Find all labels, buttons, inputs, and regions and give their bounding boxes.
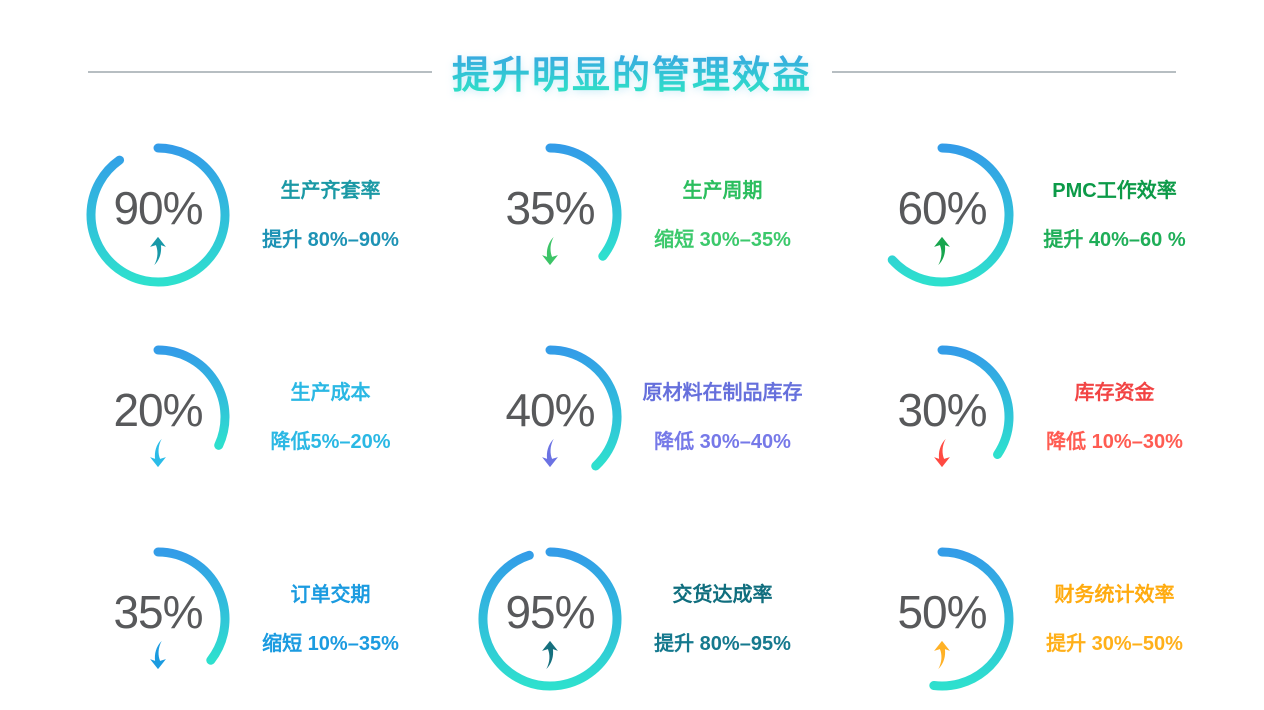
metric-label: 生产成本: [290, 381, 371, 404]
donut-center: 20%: [83, 342, 233, 492]
donut-chart: 20%: [83, 342, 233, 492]
progress-ring: [153, 345, 230, 450]
benefit-card: 35% 生产周期 缩短 30%–35%: [475, 140, 860, 290]
benefit-card: 35% 订单交期 缩短 10%–35%: [83, 544, 468, 694]
donut-chart: 60%: [867, 140, 1017, 290]
metric-range: 降低 30%–40%: [654, 430, 791, 453]
progress-ring: [545, 143, 622, 261]
metric-range: 提升 80%–95%: [654, 632, 791, 655]
metric-range: 降低 10%–30%: [1046, 430, 1183, 453]
donut-chart: 50%: [867, 544, 1017, 694]
trend-down-icon: [542, 236, 558, 265]
benefit-card: 90% 生产齐套率 提升 80%–90%: [83, 140, 468, 290]
donut-chart: 95%: [475, 544, 625, 694]
trend-up-icon: [934, 640, 950, 669]
metric-label: 财务统计效率: [1054, 583, 1175, 606]
metric-label: 原材料在制品库存: [642, 381, 803, 404]
metric-label: 生产齐套率: [280, 179, 381, 202]
donut-chart: 35%: [83, 544, 233, 694]
metric-label: 订单交期: [290, 583, 371, 606]
donut-chart: 40%: [475, 342, 625, 492]
benefit-card: 95% 交货达成率 提升 80%–95%: [475, 544, 860, 694]
progress-ring: [153, 547, 230, 665]
metric-info: 订单交期 缩短 10%–35%: [233, 584, 428, 655]
metric-info: 交货达成率 提升 80%–95%: [625, 584, 820, 655]
trend-down-icon: [150, 438, 166, 467]
metric-range: 缩短 10%–35%: [262, 632, 399, 655]
donut-center: 35%: [83, 544, 233, 694]
metric-range: 提升 80%–90%: [262, 228, 399, 251]
donut-center: 35%: [475, 140, 625, 290]
metric-info: 原材料在制品库存 降低 30%–40%: [625, 382, 820, 453]
progress-ring: [887, 143, 1014, 287]
benefit-card: 50% 财务统计效率 提升 30%–50%: [867, 544, 1252, 694]
benefit-card: 40% 原材料在制品库存 降低 30%–40%: [475, 342, 860, 492]
donut-center: 40%: [475, 342, 625, 492]
percent-value: 40%: [505, 383, 595, 436]
metric-info: 库存资金 降低 10%–30%: [1017, 382, 1212, 453]
metric-info: 财务统计效率 提升 30%–50%: [1017, 584, 1212, 655]
donut-chart: 90%: [83, 140, 233, 290]
donut-chart: 35%: [475, 140, 625, 290]
benefit-card: 30% 库存资金 降低 10%–30%: [867, 342, 1252, 492]
donut-chart: 30%: [867, 342, 1017, 492]
trend-down-icon: [542, 438, 558, 467]
trend-up-icon: [542, 640, 558, 669]
progress-ring: [86, 143, 230, 287]
progress-ring: [937, 345, 1014, 459]
trend-up-icon: [150, 236, 166, 265]
metric-label: 交货达成率: [672, 583, 773, 606]
metric-info: 生产周期 缩短 30%–35%: [625, 180, 820, 251]
percent-value: 95%: [505, 585, 595, 638]
benefit-card: 20% 生产成本 降低5%–20%: [83, 342, 468, 492]
percent-value: 30%: [897, 383, 987, 436]
metric-info: 生产齐套率 提升 80%–90%: [233, 180, 428, 251]
donut-center: 30%: [867, 342, 1017, 492]
trend-down-icon: [150, 640, 166, 669]
metric-range: 提升 40%–60 %: [1043, 228, 1186, 251]
progress-ring: [478, 547, 622, 691]
page-title: 提升明显的管理效益: [452, 44, 812, 99]
donut-center: 60%: [867, 140, 1017, 290]
donut-center: 50%: [867, 544, 1017, 694]
metric-label: 库存资金: [1074, 381, 1155, 404]
trend-up-icon: [934, 236, 950, 265]
trend-down-icon: [934, 438, 950, 467]
metric-range: 降低5%–20%: [270, 430, 391, 453]
donut-center: 90%: [83, 140, 233, 290]
metric-label: 生产周期: [682, 179, 763, 202]
percent-value: 50%: [897, 585, 987, 638]
metric-label: PMC工作效率: [1052, 179, 1177, 202]
metric-range: 提升 30%–50%: [1046, 632, 1183, 655]
donut-center: 95%: [475, 544, 625, 694]
metric-info: 生产成本 降低5%–20%: [233, 382, 428, 453]
title-row: 提升明显的管理效益: [0, 44, 1264, 99]
progress-ring: [545, 345, 622, 471]
percent-value: 35%: [113, 585, 203, 638]
metric-range: 缩短 30%–35%: [654, 228, 791, 251]
progress-ring: [929, 547, 1014, 691]
benefits-grid: 90% 生产齐套率 提升 80%–90% 35% 生产周期 缩短 30%–35%: [83, 140, 1259, 694]
divider-right: [832, 70, 1177, 73]
benefit-card: 60% PMC工作效率 提升 40%–60 %: [867, 140, 1252, 290]
divider-left: [88, 70, 432, 73]
metric-info: PMC工作效率 提升 40%–60 %: [1017, 180, 1212, 251]
percent-value: 35%: [505, 181, 595, 234]
percent-value: 20%: [113, 383, 203, 436]
percent-value: 60%: [897, 181, 987, 234]
percent-value: 90%: [113, 181, 203, 234]
